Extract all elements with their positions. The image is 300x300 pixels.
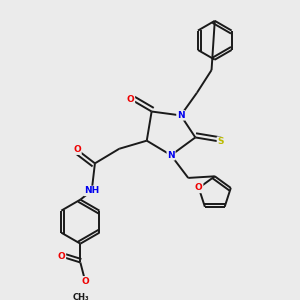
Text: O: O <box>127 95 134 104</box>
Text: O: O <box>58 252 65 261</box>
Text: NH: NH <box>84 186 99 195</box>
Text: O: O <box>81 277 89 286</box>
Text: O: O <box>195 183 202 192</box>
Text: S: S <box>218 137 224 146</box>
Text: N: N <box>167 151 175 160</box>
Text: O: O <box>73 145 81 154</box>
Text: N: N <box>177 111 184 120</box>
Text: CH₃: CH₃ <box>73 293 90 300</box>
